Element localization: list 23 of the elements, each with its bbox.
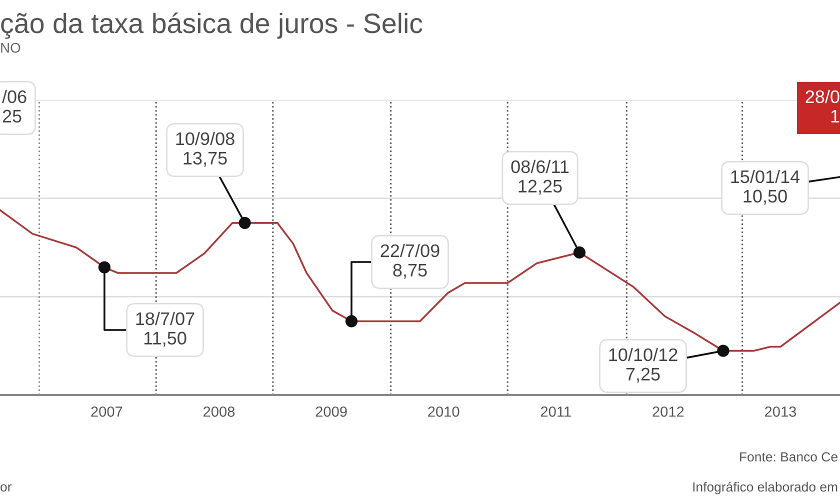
point <box>573 246 586 259</box>
x-tick-label: 2012 <box>652 406 684 417</box>
point <box>238 216 251 229</box>
x-tick-label: 2007 <box>91 406 122 417</box>
annotation: 08/6/11 12,25 <box>511 160 569 195</box>
text: 28/0 1 <box>806 90 840 122</box>
x-tick-label: 2008 <box>204 406 235 417</box>
x-tick-label: 2010 <box>428 406 460 417</box>
text: Infográfico elaborado em <box>693 482 838 494</box>
chart-title: ção da taxa básica de juros - Selic <box>1 12 422 39</box>
x-tick-label: 2011 <box>540 406 571 417</box>
annotation: 10/9/08 13,75 <box>176 132 234 167</box>
point <box>717 344 730 357</box>
source-note: Fonte: Banco Ce <box>740 452 838 462</box>
text: 15/01/14 10,50 <box>731 170 800 205</box>
chart-subtitle: NO <box>1 42 20 53</box>
annotation: 10/10/12 7,25 <box>609 348 678 383</box>
annotation: 22/7/09 8,75 <box>380 244 440 279</box>
x-tick-label: 2013 <box>764 406 796 417</box>
x-tick-label: 2009 <box>316 406 347 417</box>
text: /06 25 <box>2 90 26 123</box>
annotation: 18/7/07 11,50 <box>136 312 194 347</box>
text: or <box>0 484 12 492</box>
